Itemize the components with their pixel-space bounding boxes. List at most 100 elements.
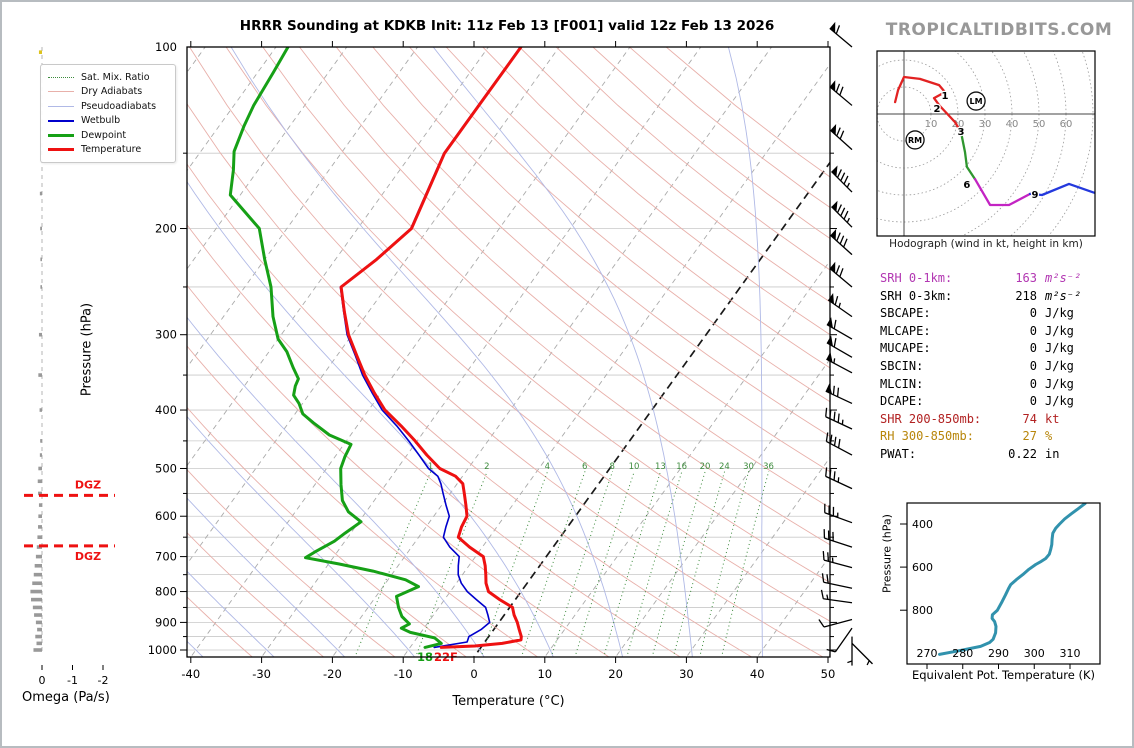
pseudoadiabats — [187, 47, 763, 657]
hodograph-rings: 10 20 30 40 50 60 — [877, 51, 1095, 236]
dry-adiabats — [187, 47, 830, 657]
stat-unit: J/kg — [1045, 394, 1074, 409]
stat-value: 0 — [1029, 341, 1037, 356]
stat-unit: J/kg — [1045, 323, 1074, 338]
svg-text:20: 20 — [608, 667, 623, 681]
wind-barb — [829, 80, 853, 106]
stat-value: 27 — [1022, 429, 1037, 444]
stat-label: PWAT: — [880, 447, 917, 461]
hodograph-segment-9-12km — [1028, 182, 1095, 197]
wind-barb — [826, 351, 853, 374]
svg-text:50: 50 — [821, 667, 836, 681]
svg-text:300: 300 — [1024, 647, 1045, 660]
stat-label: SBCAPE: — [880, 306, 931, 321]
pressure-axis-title: Pressure (hPa) — [79, 302, 95, 397]
stat-row-mlcape: MLCAPE: 0 J/kg — [880, 324, 1124, 341]
stat-label: MLCIN: — [880, 376, 924, 391]
stat-label: RH 300-850mb: — [880, 429, 974, 444]
svg-text:270: 270 — [917, 647, 938, 660]
wind-barb — [826, 627, 853, 653]
stat-row-srh-0-3km: SRH 0-3km: 218 m²s⁻² — [880, 289, 1124, 306]
svg-text:RM: RM — [908, 136, 922, 145]
temperature-swatch-icon — [48, 148, 74, 152]
pressure-tick-labels: 100 200 300 400 500 600 700 800 900 1000 — [148, 40, 177, 657]
theta-e-curve — [938, 503, 1087, 656]
wind-barb — [847, 636, 853, 666]
sounding-curves — [228, 47, 523, 649]
svg-text:-40: -40 — [181, 667, 200, 681]
plot-frame — [180, 41, 837, 663]
wind-barb — [821, 573, 853, 589]
wind-barb — [825, 432, 853, 456]
svg-text:30: 30 — [743, 462, 754, 472]
stat-unit: m²s⁻² — [1045, 288, 1082, 303]
svg-text:1000: 1000 — [148, 643, 177, 657]
svg-text:6: 6 — [963, 180, 970, 191]
svg-text:600: 600 — [155, 509, 177, 523]
svg-text:8: 8 — [609, 462, 614, 472]
theta-e-panel: 270 280 290 300 310 400 600 800 — [900, 502, 1101, 669]
wind-barb — [826, 317, 853, 340]
hodograph-segment-6-9km — [973, 177, 1032, 207]
stat-label: SBCIN: — [880, 359, 924, 373]
wind-barb — [822, 551, 853, 569]
svg-text:40: 40 — [750, 667, 765, 681]
legend-item-temperature: Temperature — [48, 143, 168, 158]
dry-adiabats-swatch-icon — [48, 91, 74, 93]
wind-barb — [830, 123, 853, 151]
svg-text:-30: -30 — [252, 667, 271, 681]
hodograph-segment-3-6km — [959, 130, 977, 181]
stat-unit: kt — [1045, 411, 1060, 426]
temperature-axis-title: Temperature (°C) — [452, 694, 565, 709]
mixing-ratio-labels: 1 2 4 6 8 10 13 16 20 24 30 36 — [428, 462, 774, 472]
brand-logo: TROPICALTIDBITS.COM — [885, 20, 1113, 40]
svg-text:100: 100 — [155, 40, 177, 54]
hodograph-segment-0-3km — [893, 75, 963, 134]
svg-text:280: 280 — [952, 647, 973, 660]
wind-barb — [818, 618, 853, 628]
stat-unit: in — [1045, 447, 1060, 461]
wind-barb — [824, 503, 853, 524]
stat-unit: J/kg — [1045, 359, 1074, 373]
svg-text:24: 24 — [719, 462, 730, 472]
svg-text:10: 10 — [925, 119, 938, 130]
stat-row-sbcin: SBCIN: 0 J/kg — [880, 359, 1124, 376]
isotherms — [187, 47, 830, 657]
wind-barb — [830, 228, 853, 256]
storm-motion-lm: LM — [966, 91, 986, 111]
stat-label: MLCAPE: — [880, 323, 931, 338]
stat-label: SRH 0-1km: — [880, 271, 953, 285]
stat-value: 0.22 — [1008, 447, 1037, 461]
storm-motion-markers: RM LM — [905, 91, 986, 150]
svg-text:20: 20 — [700, 462, 711, 472]
svg-text:600: 600 — [912, 561, 933, 574]
stat-unit: J/kg — [1045, 376, 1074, 391]
legend-item-dewpoint: Dewpoint — [48, 128, 168, 143]
svg-text:3: 3 — [957, 127, 964, 138]
dewpoint-curve — [228, 47, 443, 649]
stat-value: 0 — [1029, 394, 1037, 409]
stat-unit: % — [1045, 429, 1053, 444]
svg-text:2: 2 — [933, 104, 940, 115]
svg-text:290: 290 — [988, 647, 1009, 660]
svg-text:30: 30 — [979, 119, 992, 130]
wind-barb — [825, 407, 853, 430]
legend-box: Sat. Mix. Ratio Dry Adiabats Pseudoadiab… — [40, 64, 176, 163]
svg-text:50: 50 — [1033, 119, 1046, 130]
svg-text:-1: -1 — [67, 674, 78, 687]
wind-barb — [827, 293, 853, 318]
wind-barbs — [818, 21, 873, 666]
pseudoadiabats-swatch-icon — [48, 105, 74, 107]
svg-text:40: 40 — [1006, 119, 1019, 130]
svg-text:9: 9 — [1031, 190, 1038, 201]
theta-e-axis-title: Equivalent Pot. Temperature (K) — [911, 668, 1096, 682]
stat-row-shr-200-850mb: SHR 200-850mb: 74 kt — [880, 412, 1124, 429]
svg-text:13: 13 — [655, 462, 666, 472]
legend-item-dry-adiabats: Dry Adiabats — [48, 85, 168, 100]
svg-text:700: 700 — [155, 550, 177, 564]
temperature-curve — [339, 47, 523, 649]
dewpoint-swatch-icon — [48, 133, 74, 137]
mixing-ratio-lines — [354, 470, 770, 657]
stat-row-dcape: DCAPE: 0 J/kg — [880, 394, 1124, 411]
